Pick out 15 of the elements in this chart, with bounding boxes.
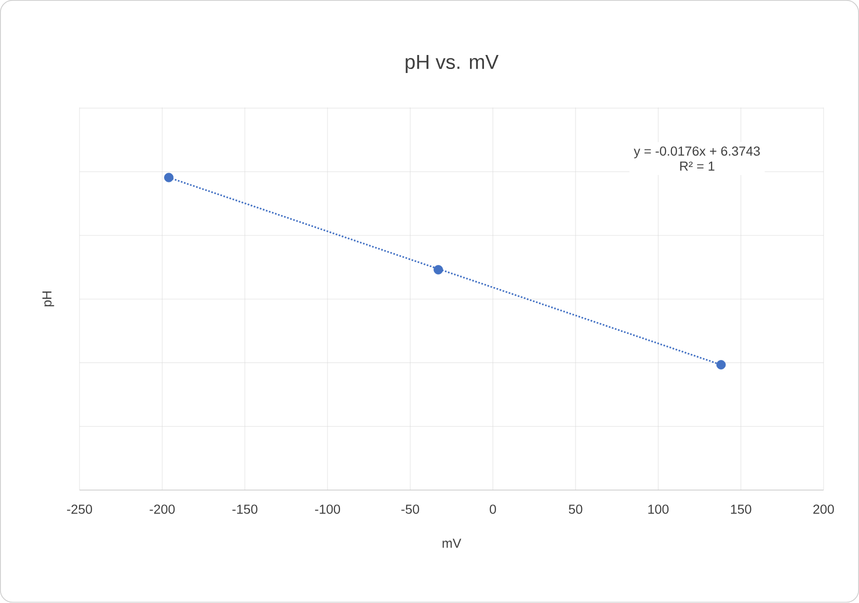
chart-title: pH vs. mV [406, 55, 499, 74]
x-tick-label: -150 [232, 504, 258, 514]
x-tick-label: 50 [568, 504, 582, 514]
x-tick-label: 150 [731, 504, 752, 514]
x-tick-label: -100 [315, 504, 340, 514]
x-axis-title: mV [442, 538, 462, 548]
text: R² = 1 [680, 162, 714, 171]
y-axis-title: pH [42, 292, 54, 306]
x-tick-label: 200 [813, 504, 834, 514]
x-tick-label: -50 [401, 504, 420, 514]
x-tick-label: 100 [648, 504, 669, 514]
x-tick-label: 0 [490, 504, 496, 514]
x-tick-label: -250 [67, 504, 92, 514]
x-tick-label: -200 [150, 504, 175, 514]
text: y = -0.0176x + 6.3743 [634, 146, 760, 158]
